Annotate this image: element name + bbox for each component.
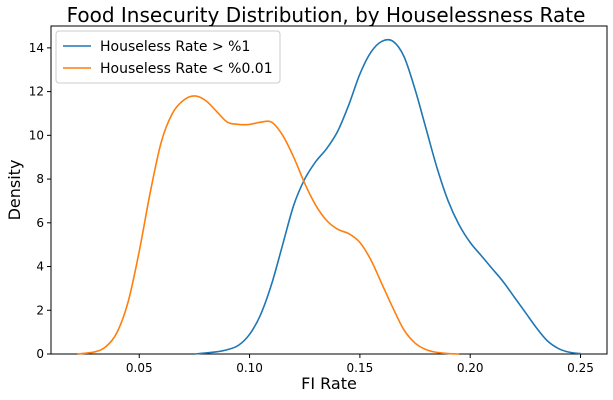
y-tick-label: 14 (29, 41, 44, 55)
y-tick-label: 2 (36, 303, 44, 317)
legend-label-houseless-low: Houseless Rate < %0.01 (100, 61, 273, 77)
y-tick-label: 12 (29, 85, 44, 99)
legend-label-houseless-high: Houseless Rate > %1 (100, 39, 250, 55)
y-tick-label: 8 (36, 172, 44, 186)
x-tick-label: 0.10 (236, 361, 263, 375)
plot-frame (50, 25, 608, 355)
x-axis-ticks: 0.05 0.10 0.15 0.20 0.25 (126, 354, 594, 375)
series-line-houseless-high (194, 38, 581, 355)
x-axis-title: FI Rate (301, 374, 357, 393)
y-tick-label: 4 (36, 260, 44, 274)
y-axis-title: Density (5, 160, 24, 221)
legend-box (55, 30, 281, 84)
series-line-houseless-low (77, 95, 460, 355)
x-tick-label: 0.25 (567, 361, 594, 375)
y-tick-label: 10 (29, 128, 44, 142)
chart-title: Food Insecurity Distribution, by Housele… (67, 3, 586, 27)
y-tick-label: 0 (36, 347, 44, 361)
legend: Houseless Rate > %1 Houseless Rate < %0.… (55, 30, 281, 84)
x-tick-label: 0.05 (126, 361, 153, 375)
y-tick-label: 6 (36, 216, 44, 230)
x-tick-label: 0.20 (457, 361, 484, 375)
x-tick-label: 0.15 (347, 361, 374, 375)
series-lines (77, 38, 581, 355)
y-axis-ticks: 0 2 4 6 8 10 12 14 (29, 41, 51, 361)
